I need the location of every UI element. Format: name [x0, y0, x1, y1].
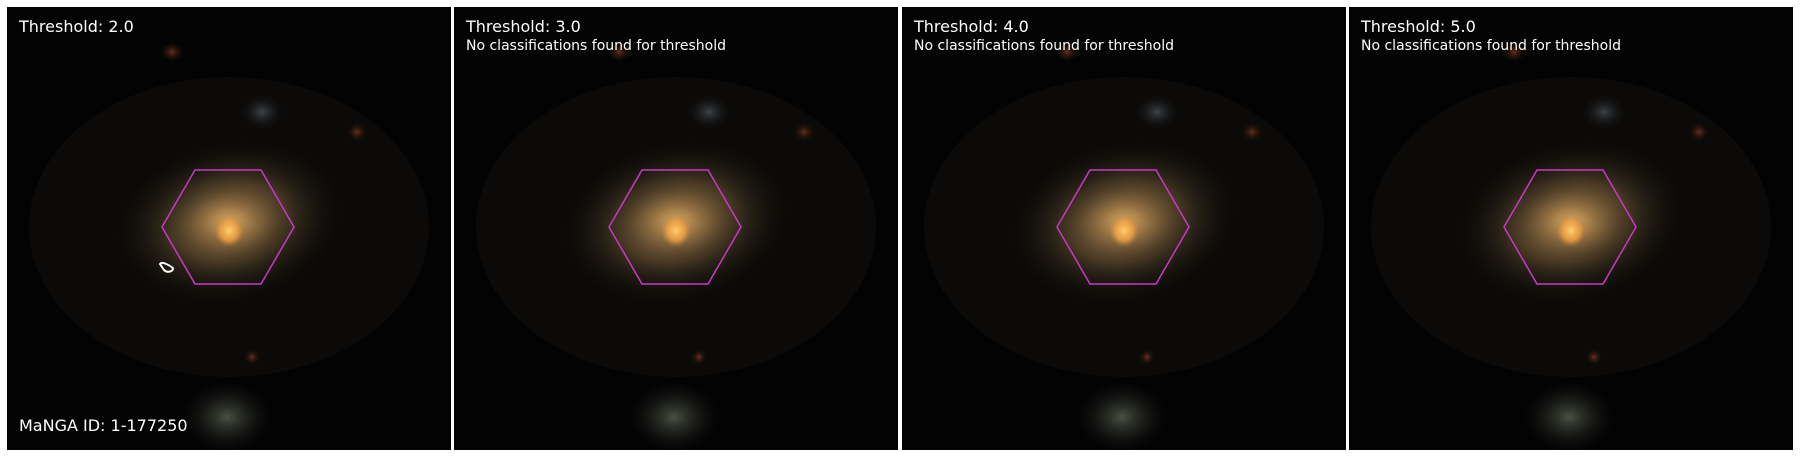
no-classifications-message: No classifications found for threshold	[466, 38, 726, 54]
image-panel-2: Threshold: 3.0 No classifications found …	[454, 7, 898, 450]
no-classifications-message: No classifications found for threshold	[914, 38, 1174, 54]
hexagon-footprint	[1503, 169, 1637, 285]
threshold-label: Threshold: 3.0	[466, 17, 581, 36]
galaxy-image	[454, 7, 898, 450]
hexagon-footprint	[608, 169, 742, 285]
threshold-label: Threshold: 4.0	[914, 17, 1029, 36]
image-panel-3: Threshold: 4.0 No classifications found …	[902, 7, 1346, 450]
manga-id-label: MaNGA ID: 1-177250	[19, 416, 188, 435]
galaxy-image	[1349, 7, 1793, 450]
image-panel-4: Threshold: 5.0 No classifications found …	[1349, 7, 1793, 450]
threshold-label: Threshold: 5.0	[1361, 17, 1476, 36]
galaxy-image	[902, 7, 1346, 450]
no-classifications-message: No classifications found for threshold	[1361, 38, 1621, 54]
galaxy-image	[7, 7, 451, 450]
image-panel-1: Threshold: 2.0 MaNGA ID: 1-177250	[7, 7, 451, 450]
classification-contour	[158, 261, 175, 273]
hexagon-footprint	[1056, 169, 1190, 285]
threshold-label: Threshold: 2.0	[19, 17, 134, 36]
hexagon-footprint	[161, 169, 295, 285]
